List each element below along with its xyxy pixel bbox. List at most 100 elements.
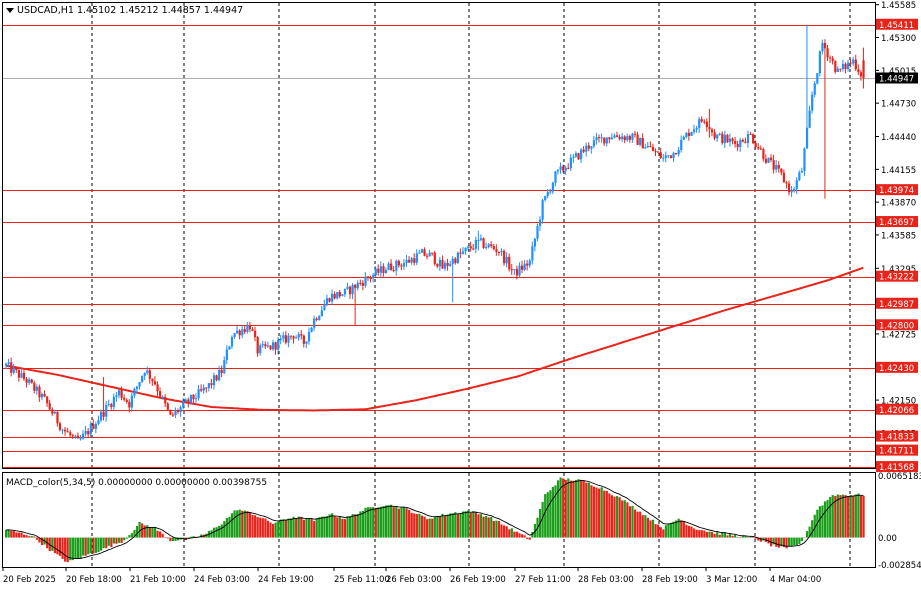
candle[interactable]	[420, 248, 424, 253]
candle[interactable]	[266, 341, 270, 348]
candle[interactable]	[349, 285, 352, 299]
candle[interactable]	[202, 384, 205, 394]
candle[interactable]	[174, 407, 177, 419]
candle[interactable]	[818, 50, 821, 77]
candle[interactable]	[633, 130, 637, 138]
candle[interactable]	[798, 170, 801, 182]
candle[interactable]	[254, 326, 257, 342]
candle[interactable]	[71, 433, 74, 439]
candle[interactable]	[228, 345, 231, 350]
candle[interactable]	[680, 135, 683, 153]
candle[interactable]	[459, 248, 462, 259]
candle[interactable]	[423, 247, 426, 257]
candle[interactable]	[66, 427, 69, 433]
candle[interactable]	[757, 143, 760, 150]
candle[interactable]	[790, 185, 793, 197]
candle[interactable]	[844, 62, 847, 74]
candle[interactable]	[58, 421, 62, 432]
candle[interactable]	[274, 341, 277, 355]
candle[interactable]	[287, 333, 290, 348]
candle[interactable]	[169, 409, 172, 416]
candle[interactable]	[246, 321, 249, 334]
triangle-down-icon[interactable]	[6, 8, 14, 13]
candle[interactable]	[10, 357, 13, 377]
candle[interactable]	[536, 223, 539, 242]
candle[interactable]	[574, 151, 578, 158]
candle[interactable]	[618, 134, 621, 141]
candle[interactable]	[608, 136, 611, 144]
candle[interactable]	[328, 297, 331, 303]
candle[interactable]	[223, 356, 226, 375]
candle[interactable]	[764, 154, 768, 164]
candle[interactable]	[297, 331, 300, 341]
candle[interactable]	[233, 332, 236, 339]
candle[interactable]	[428, 249, 431, 257]
candle[interactable]	[533, 237, 537, 252]
candle[interactable]	[662, 153, 665, 162]
candle[interactable]	[523, 259, 526, 271]
candle[interactable]	[544, 195, 547, 202]
candle[interactable]	[749, 131, 752, 136]
candle[interactable]	[700, 116, 703, 123]
candle[interactable]	[164, 394, 167, 408]
candle[interactable]	[472, 243, 475, 251]
candle[interactable]	[61, 428, 64, 435]
candle[interactable]	[94, 421, 98, 434]
candle[interactable]	[667, 155, 670, 159]
candle[interactable]	[811, 91, 814, 114]
candle[interactable]	[259, 343, 262, 356]
candle[interactable]	[728, 133, 732, 147]
candle[interactable]	[582, 146, 585, 154]
candle[interactable]	[508, 253, 511, 272]
candle[interactable]	[405, 255, 408, 267]
candle[interactable]	[151, 378, 154, 386]
candle[interactable]	[759, 145, 762, 150]
candle[interactable]	[153, 376, 157, 386]
candle[interactable]	[320, 305, 323, 317]
candle[interactable]	[12, 363, 15, 375]
candle[interactable]	[125, 398, 128, 404]
candle[interactable]	[854, 54, 857, 72]
candle[interactable]	[269, 345, 272, 351]
candle[interactable]	[302, 334, 305, 348]
candle[interactable]	[146, 366, 149, 375]
candle[interactable]	[133, 387, 136, 399]
candle[interactable]	[746, 130, 750, 148]
candle[interactable]	[361, 280, 365, 291]
candle[interactable]	[289, 335, 293, 340]
candle[interactable]	[497, 251, 501, 256]
candle[interactable]	[30, 378, 33, 384]
candle[interactable]	[305, 341, 308, 349]
candle[interactable]	[84, 425, 87, 437]
candle[interactable]	[510, 264, 513, 275]
candle[interactable]	[248, 322, 252, 333]
candle[interactable]	[318, 315, 321, 321]
candle[interactable]	[598, 134, 601, 143]
candle[interactable]	[387, 262, 390, 271]
candle[interactable]	[102, 377, 105, 421]
candle[interactable]	[654, 148, 657, 157]
candle[interactable]	[384, 267, 388, 274]
candle[interactable]	[500, 248, 503, 256]
candle[interactable]	[74, 434, 77, 440]
candles[interactable]	[5, 24, 865, 441]
candle[interactable]	[241, 325, 244, 339]
candle[interactable]	[803, 147, 806, 177]
candle[interactable]	[690, 131, 693, 137]
candle[interactable]	[785, 180, 788, 189]
candle[interactable]	[359, 279, 362, 286]
candle[interactable]	[754, 140, 757, 150]
candle[interactable]	[603, 137, 606, 146]
candle[interactable]	[343, 288, 347, 298]
candle[interactable]	[718, 132, 721, 136]
candle[interactable]	[644, 143, 647, 149]
candle[interactable]	[675, 152, 678, 155]
candle[interactable]	[35, 384, 39, 395]
candle[interactable]	[33, 380, 36, 394]
candle[interactable]	[687, 128, 691, 141]
candle[interactable]	[400, 263, 403, 271]
candle[interactable]	[346, 282, 349, 290]
candle[interactable]	[323, 299, 326, 311]
candle[interactable]	[194, 393, 198, 403]
candle[interactable]	[300, 330, 303, 340]
